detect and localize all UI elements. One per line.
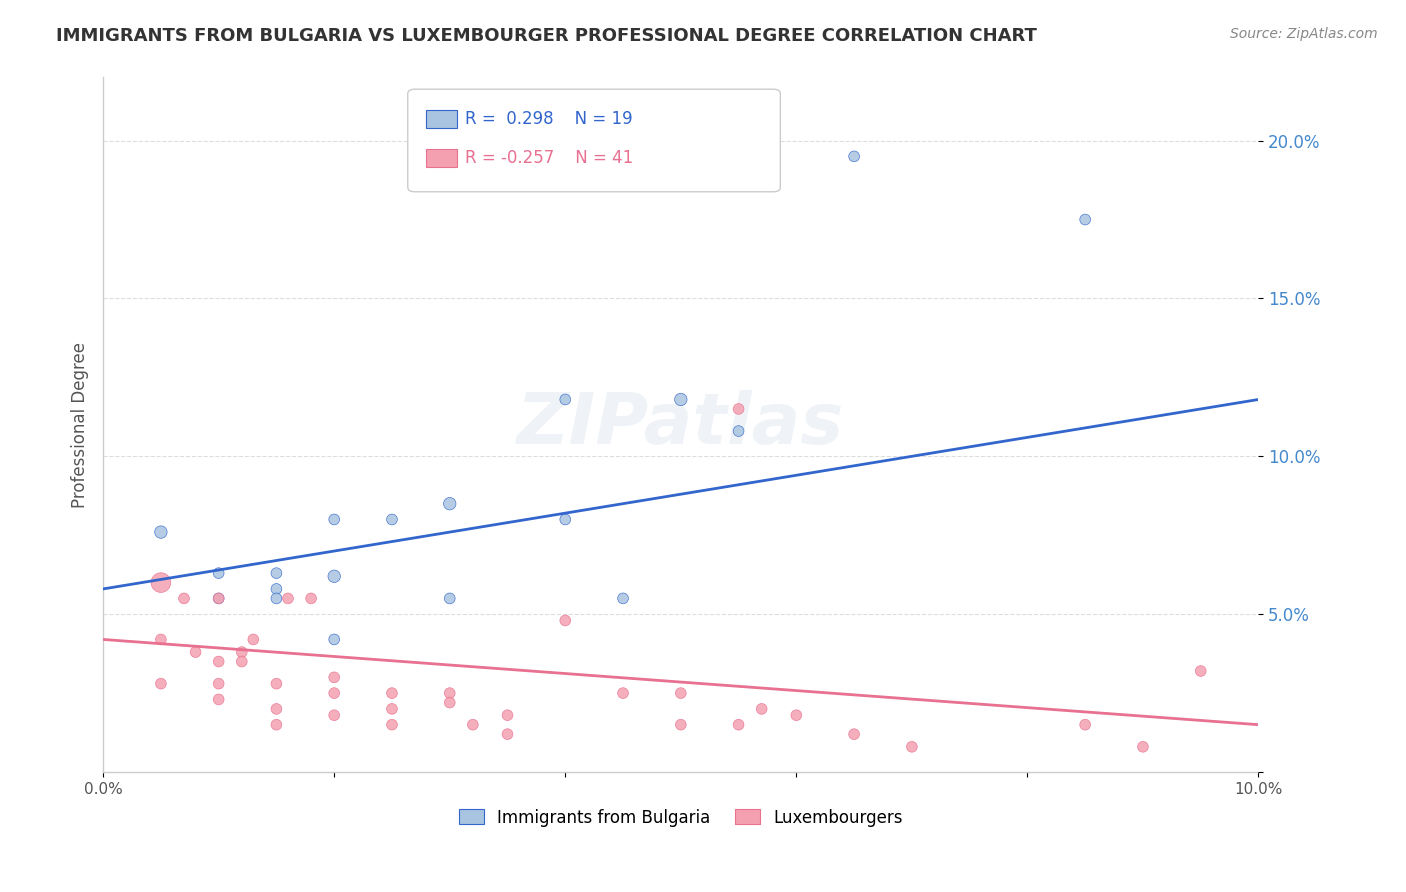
Point bbox=[277, 591, 299, 606]
Point bbox=[323, 670, 346, 684]
Point bbox=[208, 591, 231, 606]
Point bbox=[323, 569, 346, 583]
Point bbox=[554, 392, 576, 407]
Text: Source: ZipAtlas.com: Source: ZipAtlas.com bbox=[1230, 27, 1378, 41]
Point bbox=[1074, 212, 1097, 227]
Point bbox=[231, 655, 253, 669]
Point bbox=[727, 717, 749, 731]
Text: ZIPatlas: ZIPatlas bbox=[517, 390, 845, 459]
Point bbox=[173, 591, 195, 606]
Point bbox=[439, 497, 461, 511]
Text: R = -0.257    N = 41: R = -0.257 N = 41 bbox=[465, 149, 634, 167]
Point bbox=[496, 708, 519, 723]
Point bbox=[461, 717, 484, 731]
Point bbox=[266, 717, 288, 731]
Point bbox=[1189, 664, 1212, 678]
Point bbox=[149, 676, 172, 690]
Point bbox=[266, 702, 288, 716]
Point bbox=[266, 591, 288, 606]
Point bbox=[901, 739, 924, 754]
Point bbox=[323, 632, 346, 647]
Point bbox=[149, 575, 172, 590]
Point bbox=[323, 512, 346, 526]
Point bbox=[842, 149, 865, 163]
Point bbox=[439, 591, 461, 606]
Text: R =  0.298    N = 19: R = 0.298 N = 19 bbox=[465, 110, 633, 128]
Point bbox=[231, 645, 253, 659]
Point bbox=[1074, 717, 1097, 731]
Point bbox=[669, 717, 692, 731]
Point bbox=[208, 692, 231, 706]
Text: IMMIGRANTS FROM BULGARIA VS LUXEMBOURGER PROFESSIONAL DEGREE CORRELATION CHART: IMMIGRANTS FROM BULGARIA VS LUXEMBOURGER… bbox=[56, 27, 1038, 45]
Point bbox=[323, 686, 346, 700]
Point bbox=[149, 632, 172, 647]
Point bbox=[266, 566, 288, 581]
Point bbox=[554, 512, 576, 526]
Point bbox=[727, 424, 749, 438]
Point bbox=[439, 696, 461, 710]
Point bbox=[208, 655, 231, 669]
Point bbox=[149, 525, 172, 540]
Point bbox=[208, 566, 231, 581]
Point bbox=[842, 727, 865, 741]
Point bbox=[612, 591, 634, 606]
Point bbox=[184, 645, 207, 659]
Point bbox=[554, 614, 576, 628]
Legend: Immigrants from Bulgaria, Luxembourgers: Immigrants from Bulgaria, Luxembourgers bbox=[451, 802, 910, 833]
Point bbox=[496, 727, 519, 741]
Point bbox=[439, 686, 461, 700]
Point bbox=[381, 702, 404, 716]
Y-axis label: Professional Degree: Professional Degree bbox=[72, 342, 89, 508]
Point bbox=[669, 686, 692, 700]
Point bbox=[266, 582, 288, 596]
Point bbox=[381, 512, 404, 526]
Point bbox=[381, 717, 404, 731]
Point bbox=[727, 401, 749, 416]
Point bbox=[242, 632, 264, 647]
Point bbox=[299, 591, 322, 606]
Point bbox=[208, 676, 231, 690]
Point bbox=[785, 708, 807, 723]
Point bbox=[208, 591, 231, 606]
Point bbox=[323, 708, 346, 723]
Point bbox=[266, 676, 288, 690]
Point bbox=[751, 702, 773, 716]
Point bbox=[381, 686, 404, 700]
Point bbox=[1132, 739, 1154, 754]
Point bbox=[669, 392, 692, 407]
Point bbox=[612, 686, 634, 700]
